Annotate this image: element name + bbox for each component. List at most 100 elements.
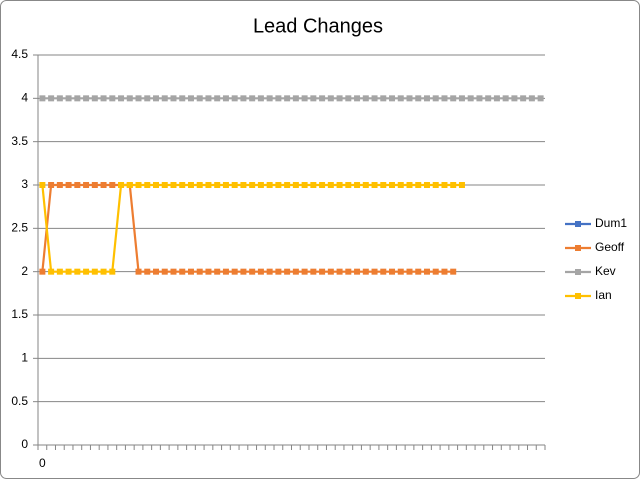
series-marker [91, 95, 98, 102]
series-marker [380, 95, 387, 102]
x-tick-label: 0 [39, 456, 46, 470]
series-marker [214, 95, 221, 102]
series-marker [450, 182, 457, 188]
series-marker [415, 95, 422, 102]
series-marker [415, 268, 422, 275]
series-marker [187, 95, 194, 102]
legend-marker [575, 293, 581, 299]
series-marker [153, 268, 160, 275]
series-marker [397, 182, 404, 188]
series-marker [205, 268, 212, 275]
series-marker [319, 182, 326, 188]
series-marker [144, 95, 151, 102]
series-marker [327, 95, 334, 102]
series-marker [284, 95, 291, 102]
series-marker [275, 268, 282, 275]
series-marker [91, 182, 98, 188]
series-marker [406, 182, 413, 188]
series-marker [65, 95, 72, 102]
series-marker [362, 95, 369, 102]
series-marker [205, 182, 212, 188]
series-marker [118, 95, 125, 102]
series-marker [458, 182, 465, 188]
series-marker [83, 182, 90, 188]
series-marker [310, 268, 317, 275]
series-marker [39, 268, 46, 275]
series-marker [100, 268, 107, 275]
series-marker [196, 95, 203, 102]
series-marker [153, 182, 160, 188]
series-marker [380, 182, 387, 188]
series-marker [432, 182, 439, 188]
series-marker [493, 95, 500, 102]
series-marker [415, 182, 422, 188]
series-marker [257, 182, 264, 188]
series-marker [214, 268, 221, 275]
series-marker [109, 182, 116, 188]
series-marker [170, 268, 177, 275]
series-marker [257, 268, 264, 275]
series-marker [65, 182, 72, 188]
series-marker [126, 95, 133, 102]
series-marker [389, 95, 396, 102]
series-marker [39, 182, 46, 188]
series-marker [187, 268, 194, 275]
series-marker [231, 268, 238, 275]
series-marker [100, 182, 107, 188]
series-marker [275, 95, 282, 102]
series-marker [528, 95, 535, 102]
series-marker [467, 95, 474, 102]
series-marker [187, 182, 194, 188]
series-marker [170, 182, 177, 188]
series-marker [266, 268, 273, 275]
series-marker [135, 182, 142, 188]
series-marker [432, 268, 439, 275]
legend-marker [575, 221, 581, 227]
series-marker [406, 268, 413, 275]
chart-title: Lead Changes [253, 15, 383, 37]
series-marker [179, 268, 186, 275]
series-marker [389, 182, 396, 188]
series-marker [249, 95, 256, 102]
series-marker [222, 268, 229, 275]
legend-label: Geoff [595, 240, 625, 254]
series-marker [397, 95, 404, 102]
series-marker [240, 182, 247, 188]
y-tick-label: 0.5 [11, 394, 28, 408]
series-marker [319, 268, 326, 275]
series-marker [284, 182, 291, 188]
series-marker [336, 182, 343, 188]
series-marker [65, 268, 72, 275]
series-marker [301, 95, 308, 102]
series-marker [100, 95, 107, 102]
series-marker [135, 268, 142, 275]
series-marker [301, 268, 308, 275]
series-marker [284, 268, 291, 275]
series-marker [336, 268, 343, 275]
series-marker [179, 182, 186, 188]
series-marker [458, 95, 465, 102]
series-marker [371, 182, 378, 188]
series-marker [74, 268, 81, 275]
series-marker [222, 182, 229, 188]
legend-marker [575, 269, 581, 275]
series-marker [432, 95, 439, 102]
series-marker [161, 95, 168, 102]
y-tick-label: 3.5 [11, 134, 28, 148]
series-marker [354, 268, 361, 275]
series-marker [118, 182, 125, 188]
series-marker [310, 95, 317, 102]
series-marker [266, 95, 273, 102]
series-marker [362, 268, 369, 275]
series-marker [83, 95, 90, 102]
series-marker [371, 95, 378, 102]
series-marker [511, 95, 518, 102]
series-marker [48, 182, 55, 188]
series-marker [74, 182, 81, 188]
series-marker [362, 182, 369, 188]
series-marker [423, 95, 430, 102]
series-marker [354, 182, 361, 188]
series-marker [423, 268, 430, 275]
series-marker [441, 268, 448, 275]
